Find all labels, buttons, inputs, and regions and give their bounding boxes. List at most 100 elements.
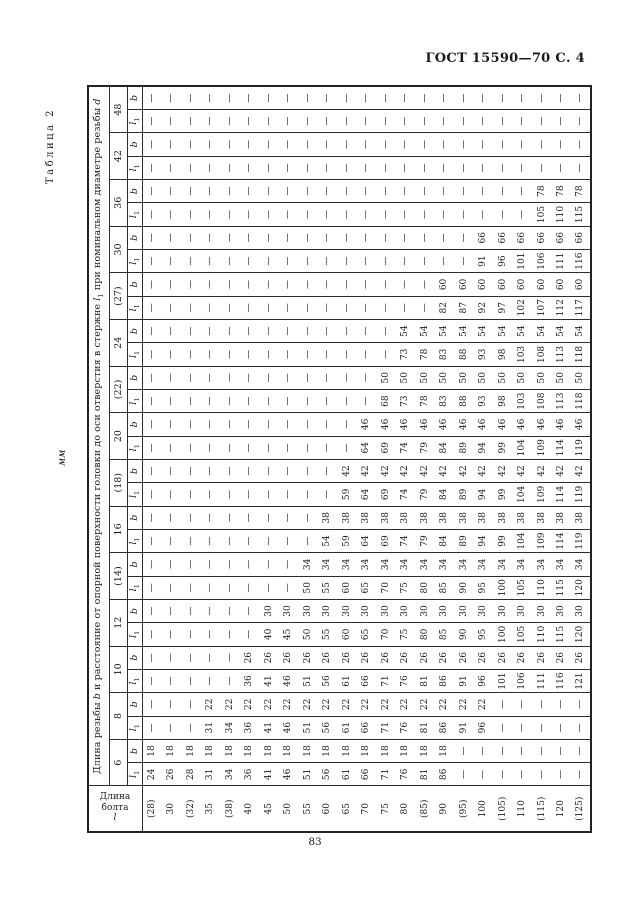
value-b-d20-l95: 46 <box>454 412 474 437</box>
sublabel-b-d30: b <box>127 226 142 250</box>
value-l1-d8-l30: — <box>161 716 181 740</box>
value-b-d22-l28: — <box>142 366 162 390</box>
value-l1-d36-l50: — <box>278 202 298 227</box>
value-l1-d24-l35: — <box>200 342 220 367</box>
sublabel-b-d16: b <box>127 506 142 530</box>
value-b-d8-l95: 22 <box>454 692 474 717</box>
value-b-d8-l38: 22 <box>220 692 240 717</box>
value-b-d18-l115: 42 <box>532 459 552 483</box>
value-l1-d22-l80: 73 <box>395 389 415 413</box>
value-b-d18-l38: — <box>220 459 240 483</box>
value-b-d6-l110: — <box>512 739 532 763</box>
value-b-d20-l90: 46 <box>434 412 454 437</box>
value-b-d18-l70: 42 <box>356 459 376 483</box>
value-l1-d27-l80: — <box>395 296 415 320</box>
value-l1-d22-l100: 93 <box>473 389 493 413</box>
value-b-d42-l40: — <box>239 132 259 157</box>
value-l1-d6-l95: — <box>454 762 474 786</box>
value-b-d36-l65: — <box>337 179 357 203</box>
value-b-d30-l40: — <box>239 226 259 250</box>
value-l1-d48-l60: — <box>317 109 337 133</box>
value-b-d42-l35: — <box>200 132 220 157</box>
value-l1-d18-l55: — <box>298 482 318 507</box>
value-l1-d42-l55: — <box>298 156 318 180</box>
value-l1-d14-l35: — <box>200 576 220 600</box>
value-l1-d20-l40: — <box>239 436 259 460</box>
value-l1-d6-l80: 76 <box>395 762 415 786</box>
value-l1-d48-l65: — <box>337 109 357 133</box>
value-b-d14-l38: — <box>220 552 240 577</box>
sublabel-l1-d30: l1 <box>127 249 142 273</box>
value-b-d30-l55: — <box>298 226 318 250</box>
value-l1-d42-l95: — <box>454 156 474 180</box>
sublabel-l1-d48: l1 <box>127 109 142 133</box>
value-b-d14-l35: — <box>200 552 220 577</box>
value-b-d36-l38: — <box>220 179 240 203</box>
value-l1-d10-l105: 101 <box>493 669 513 693</box>
value-b-d24-l95: 54 <box>454 319 474 343</box>
value-b-d12-l75: 30 <box>376 599 396 623</box>
value-b-d10-l110: 26 <box>512 646 532 670</box>
value-b-d30-l115: 66 <box>532 226 552 250</box>
value-b-d16-l70: 38 <box>356 506 376 530</box>
value-l1-d18-l100: 94 <box>473 482 493 507</box>
value-l1-d36-l45: — <box>259 202 279 227</box>
sublabel-b-d42: b <box>127 132 142 157</box>
value-l1-d6-l30: 26 <box>161 762 181 786</box>
value-l1-d36-l80: — <box>395 202 415 227</box>
value-l1-d27-l60: — <box>317 296 337 320</box>
value-l1-d48-l32: — <box>181 109 201 133</box>
value-b-d30-l45: — <box>259 226 279 250</box>
value-l1-d6-l110: — <box>512 762 532 786</box>
value-b-d42-l80: — <box>395 132 415 157</box>
value-l1-d12-l115: 110 <box>532 622 552 647</box>
value-b-d30-l95: — <box>454 226 474 250</box>
value-l1-d18-l60: — <box>317 482 337 507</box>
value-b-d20-l100: 46 <box>473 412 493 437</box>
value-l1-d27-l40: — <box>239 296 259 320</box>
value-l1-d48-l90: — <box>434 109 454 133</box>
header-row-title: Длина болта l Длина резьбы b и расстояние … <box>88 85 142 832</box>
table-row-length-40: 40 36 18 36 22 36 26— — — — — — — — — — — — — — — — — — — — — — — — <box>239 85 259 832</box>
value-b-d6-l95: — <box>454 739 474 763</box>
value-b-d27-l80: — <box>395 272 415 297</box>
value-b-d12-l125: 30 <box>571 599 591 623</box>
value-b-d22-l75: 50 <box>376 366 396 390</box>
value-b-d48-l75: — <box>376 85 396 110</box>
value-b-d10-l90: 26 <box>434 646 454 670</box>
value-l1-d12-l85: 80 <box>415 622 435 647</box>
value-l1-d27-l50: — <box>278 296 298 320</box>
value-b-d42-l70: — <box>356 132 376 157</box>
table-row-length-55: 55 51 18 51 22 51 26 50 30 50 34— — — — — — — — — — — — — — — — — —… <box>298 85 318 832</box>
value-l1-d24-l90: 83 <box>434 342 454 367</box>
value-l1-d6-l32: 28 <box>181 762 201 786</box>
value-l1-d8-l50: 46 <box>278 716 298 740</box>
value-l1-d24-l100: 93 <box>473 342 493 367</box>
value-b-d36-l60: — <box>317 179 337 203</box>
value-l1-d16-l80: 74 <box>395 529 415 553</box>
length-label-105: (105) <box>493 786 513 832</box>
value-l1-d8-l120: — <box>551 716 571 740</box>
value-b-d27-l60: — <box>317 272 337 297</box>
value-b-d42-l110: — <box>512 132 532 157</box>
value-b-d16-l28: — <box>142 506 162 530</box>
value-l1-d36-l70: — <box>356 202 376 227</box>
value-b-d16-l65: 38 <box>337 506 357 530</box>
value-l1-d20-l65: — <box>337 436 357 460</box>
length-label-80: 80 <box>395 786 415 832</box>
table-row-length-35: 35 31 18 31 22— — — — — — — — — — — — — — — — — — — — — — — — — — <box>200 85 220 832</box>
diameter-label-14: (14) <box>109 552 127 600</box>
value-b-d10-l115: 26 <box>532 646 552 670</box>
value-l1-d14-l120: 115 <box>551 576 571 600</box>
sublabel-l1-d8: l1 <box>127 716 142 740</box>
table-row-length-120: 120— — — —116 26 115 30 115 34 114 38 114 42 114 46 113… <box>551 85 571 832</box>
sublabel-l1-d18: l1 <box>127 482 142 507</box>
value-b-d42-l125: — <box>571 132 591 157</box>
value-l1-d6-l100: — <box>473 762 493 786</box>
value-b-d22-l45: — <box>259 366 279 390</box>
value-l1-d10-l125: 121 <box>571 669 591 693</box>
value-l1-d6-l45: 41 <box>259 762 279 786</box>
value-l1-d14-l65: 60 <box>337 576 357 600</box>
value-l1-d48-l50: — <box>278 109 298 133</box>
sublabel-b-d22: b <box>127 366 142 390</box>
